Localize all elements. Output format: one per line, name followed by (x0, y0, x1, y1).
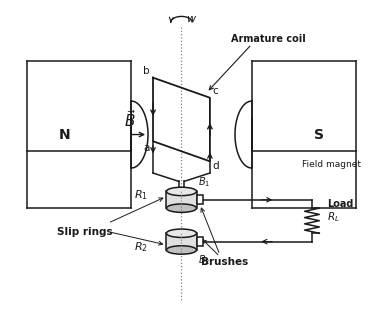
Bar (166, 233, 196, 250)
Text: $R_2$: $R_2$ (134, 240, 148, 254)
Text: d: d (213, 161, 219, 171)
Text: $R_1$: $R_1$ (134, 188, 148, 202)
Ellipse shape (166, 187, 196, 196)
Ellipse shape (166, 246, 196, 254)
Text: a: a (143, 143, 150, 153)
Ellipse shape (166, 204, 196, 212)
Text: b: b (143, 66, 150, 76)
Text: $B_2$: $B_2$ (198, 253, 210, 267)
Text: Armature coil: Armature coil (231, 34, 306, 44)
Text: $B_1$: $B_1$ (198, 175, 211, 189)
Bar (166, 192, 196, 208)
Text: Field magnet: Field magnet (302, 160, 361, 169)
Text: Load: Load (327, 199, 354, 209)
Text: w: w (187, 14, 196, 24)
Text: c: c (213, 86, 218, 96)
Text: $R_L$: $R_L$ (327, 210, 340, 224)
Text: $\vec{B}$: $\vec{B}$ (124, 109, 137, 129)
Text: Brushes: Brushes (201, 257, 249, 267)
Ellipse shape (166, 229, 196, 238)
Text: S: S (314, 128, 324, 141)
Text: N: N (59, 128, 70, 141)
Bar (196, 195, 203, 205)
Text: Slip rings: Slip rings (57, 226, 112, 237)
Bar (196, 237, 203, 246)
